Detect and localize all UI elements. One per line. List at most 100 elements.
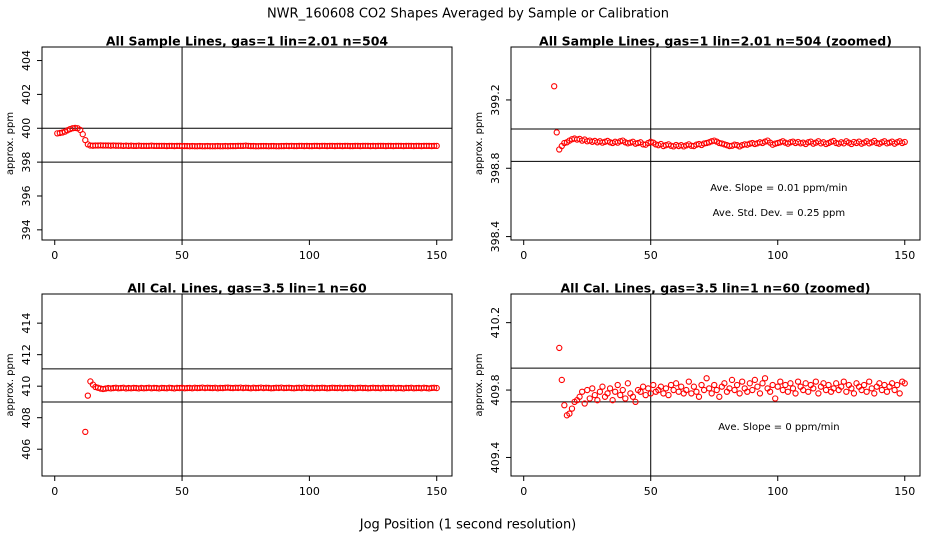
x-tick-label: 100 [299, 249, 320, 262]
plot-area [42, 294, 452, 476]
x-tick-label: 50 [175, 249, 189, 262]
point [705, 385, 713, 392]
point [84, 392, 91, 399]
point [901, 380, 908, 387]
y-tick-label: 410.2 [489, 307, 502, 339]
point [683, 386, 690, 394]
y-tick-label: 402 [20, 84, 33, 105]
point [558, 376, 565, 384]
point [632, 398, 639, 406]
point [784, 388, 792, 395]
panel-title: All Cal. Lines, gas=3.5 lin=1 n=60 (zoom… [561, 281, 871, 296]
point [838, 383, 845, 390]
point [619, 386, 626, 394]
point [733, 381, 741, 389]
y-tick-label: 394 [20, 219, 33, 240]
point [843, 388, 850, 395]
point [761, 375, 769, 382]
point [556, 344, 563, 352]
point [614, 381, 621, 389]
point [82, 428, 89, 436]
y-tick-label: 410 [20, 376, 33, 397]
point [840, 378, 847, 385]
point [431, 384, 438, 391]
point [703, 375, 710, 382]
point [622, 395, 629, 402]
point [848, 385, 855, 392]
y-tick-label: 412 [20, 344, 33, 365]
y-tick-label: 409.8 [489, 374, 502, 406]
point [893, 381, 901, 389]
x-tick-label: 100 [299, 485, 320, 498]
point [594, 397, 601, 404]
x-tick-label: 100 [767, 485, 788, 498]
plot-area [42, 47, 452, 240]
point [690, 383, 698, 390]
y-axis-label: approx. ppm [5, 112, 16, 175]
annotation: Ave. Std. Dev. = 0.25 ppm [713, 208, 845, 219]
panel-title: All Cal. Lines, gas=3.5 lin=1 n=60 [127, 281, 367, 296]
plot-area [511, 294, 920, 476]
point [698, 381, 705, 389]
point [739, 378, 746, 385]
x-tick-label: 50 [175, 485, 189, 498]
x-tick-label: 0 [51, 485, 58, 498]
annotation: Ave. Slope = 0.01 ppm/min [710, 183, 847, 194]
point [746, 380, 753, 387]
x-tick-label: 150 [426, 485, 447, 498]
point [553, 129, 560, 136]
plot-frame [41, 46, 453, 241]
point [850, 390, 858, 397]
point [812, 378, 819, 385]
point [596, 388, 604, 395]
point [731, 386, 738, 394]
point [772, 395, 779, 402]
point [568, 405, 576, 412]
y-tick-label: 398.4 [489, 221, 502, 253]
point [71, 124, 79, 132]
point [617, 391, 624, 399]
point [566, 410, 573, 417]
point [860, 381, 868, 389]
x-tick-label: 150 [894, 485, 915, 498]
x-tick-label: 150 [894, 249, 915, 262]
y-axis-label: approx. ppm [474, 353, 485, 416]
panel-title: All Sample Lines, gas=1 lin=2.01 n=504 (… [539, 34, 892, 49]
point [672, 380, 680, 387]
y-tick-label: 404 [20, 50, 33, 71]
point [576, 393, 583, 400]
point [711, 381, 718, 389]
point [693, 388, 700, 395]
point [431, 142, 438, 150]
point [777, 378, 784, 385]
y-axis-label: approx. ppm [5, 353, 16, 416]
point [606, 385, 614, 392]
point [749, 386, 756, 394]
point [891, 386, 898, 394]
point [678, 383, 685, 390]
annotation: Ave. Slope = 0 ppm/min [718, 422, 839, 433]
point [433, 384, 440, 392]
point [787, 380, 794, 387]
y-tick-label: 398 [20, 152, 33, 173]
point [756, 390, 764, 397]
y-tick-label: 399.2 [489, 84, 502, 116]
x-tick-label: 0 [520, 485, 527, 498]
point [609, 397, 616, 404]
x-tick-label: 0 [51, 249, 58, 262]
point [645, 385, 652, 392]
point [685, 378, 692, 385]
point [766, 388, 774, 395]
y-tick-label: 409.4 [489, 442, 502, 474]
point [774, 383, 781, 390]
point [637, 388, 644, 395]
plot-frame [510, 293, 921, 477]
y-axis-label: approx. ppm [474, 112, 485, 175]
plot-frame [510, 46, 921, 241]
point [551, 83, 558, 90]
point [708, 390, 715, 397]
point [612, 388, 619, 395]
x-tick-label: 50 [644, 485, 658, 498]
